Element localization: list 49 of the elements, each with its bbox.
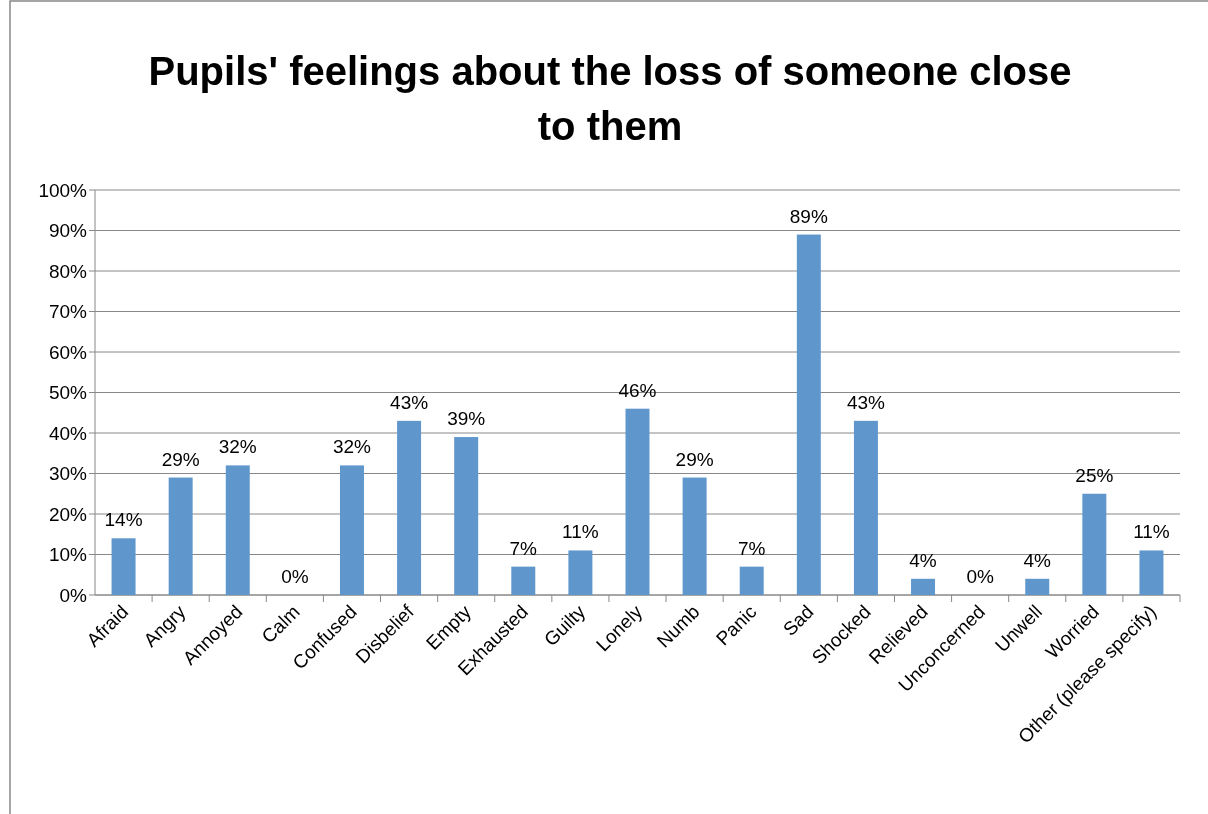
- data-label: 25%: [1075, 464, 1114, 486]
- data-label: 89%: [789, 205, 828, 227]
- y-tick-label: 40%: [48, 422, 88, 444]
- y-tick-label: 80%: [48, 260, 88, 282]
- y-tick-label: 20%: [48, 503, 88, 525]
- y-tick-label: 10%: [48, 544, 88, 566]
- data-label: 11%: [1133, 521, 1170, 543]
- y-tick-label: 90%: [48, 220, 88, 242]
- bar: [1025, 578, 1050, 595]
- data-label: 7%: [509, 537, 538, 559]
- bar: [225, 465, 250, 595]
- data-label: 29%: [675, 448, 714, 470]
- x-tick-label: Sad: [778, 600, 818, 640]
- bar: [454, 437, 479, 595]
- bar: [397, 420, 422, 595]
- y-tick-label: 60%: [48, 341, 88, 363]
- data-label: 14%: [104, 509, 143, 531]
- bar: [853, 420, 878, 595]
- y-tick-label: 0%: [59, 584, 88, 606]
- data-label: 0%: [966, 566, 994, 587]
- data-label: 46%: [618, 379, 657, 401]
- bar: [111, 538, 136, 595]
- data-label: 4%: [909, 549, 937, 571]
- bar: [511, 566, 536, 595]
- y-tick-label: 30%: [48, 463, 88, 485]
- chart-title: Pupils' feelings about the loss of someone close to them: [148, 49, 1072, 148]
- bar: [168, 477, 193, 595]
- bar: [682, 477, 707, 595]
- data-label: 32%: [218, 436, 257, 458]
- data-label: 29%: [161, 448, 200, 470]
- bar: [339, 465, 364, 595]
- data-label: 11%: [562, 521, 599, 543]
- data-label: 0%: [281, 566, 309, 587]
- y-tick-label: 70%: [48, 301, 88, 323]
- bar: [625, 408, 650, 595]
- bar: [796, 234, 821, 595]
- bar: [911, 578, 936, 595]
- data-label: 32%: [332, 436, 372, 458]
- bar: [1082, 493, 1107, 595]
- y-tick-label: 50%: [48, 382, 88, 404]
- data-label: 43%: [846, 391, 886, 413]
- bar: [1139, 550, 1164, 595]
- data-label: 7%: [737, 537, 766, 559]
- data-label: 43%: [390, 391, 429, 413]
- data-label: 39%: [447, 408, 486, 430]
- y-tick-label: 100%: [38, 179, 88, 201]
- bar: [568, 550, 593, 595]
- bar: [739, 566, 764, 595]
- data-label: 4%: [1023, 549, 1052, 571]
